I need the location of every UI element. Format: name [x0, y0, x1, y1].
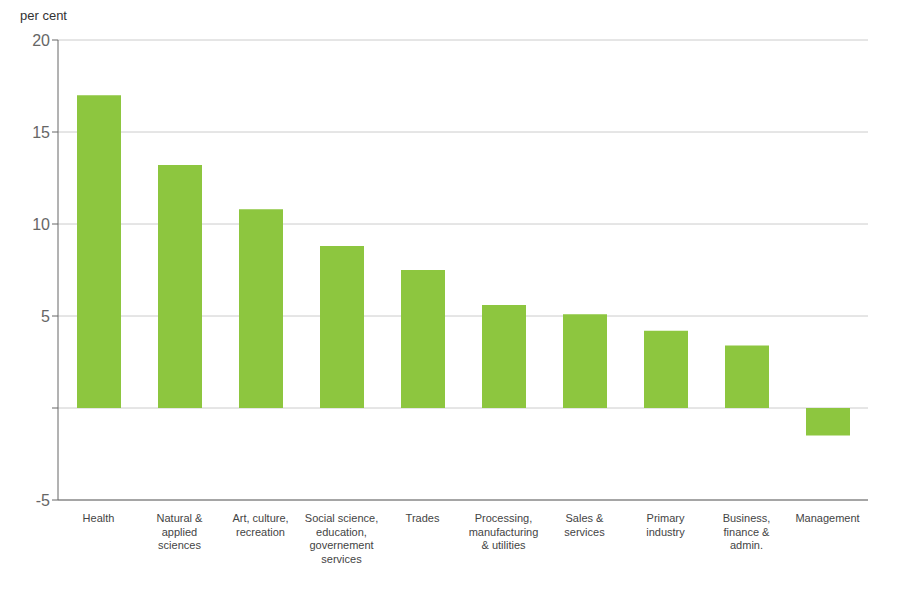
svg-text:Social science,education,gover: Social science,education,governementserv…: [305, 512, 378, 565]
svg-text:20: 20: [32, 32, 50, 49]
svg-text:Trades: Trades: [406, 512, 440, 524]
svg-text:Art, culture,recreation: Art, culture,recreation: [232, 512, 288, 538]
svg-text:5: 5: [41, 308, 50, 325]
svg-text:Business,finance &admin.: Business,finance &admin.: [723, 512, 771, 552]
svg-text:Processing,manufacturing& util: Processing,manufacturing& utilities: [469, 512, 539, 552]
svg-text:10: 10: [32, 216, 50, 233]
svg-text:Natural &appliedsciences: Natural &appliedsciences: [157, 512, 204, 552]
svg-text:Management: Management: [795, 512, 859, 524]
svg-text:Primaryindustry: Primaryindustry: [646, 512, 685, 538]
svg-text:-5: -5: [36, 492, 50, 509]
html-text:per cent: per cent: [20, 8, 67, 23]
svg-text:15: 15: [32, 124, 50, 141]
svg-text:Health: Health: [83, 512, 115, 524]
svg-text:Sales &services: Sales &services: [564, 512, 605, 538]
